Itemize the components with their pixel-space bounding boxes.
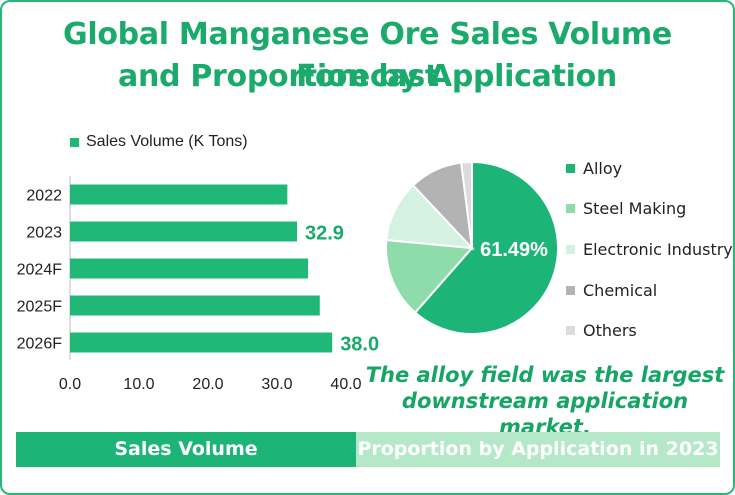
x-tick-label: 40.0 [330,376,361,393]
category-label-2022: 2022 [26,188,62,205]
bar-2023 [70,221,298,242]
pie-legend-item-steel-making: Steel Making [566,189,733,230]
pie-chart: 61.49% [385,160,559,335]
x-tick-label: 30.0 [261,376,292,393]
pie-slice-alloy [413,160,559,335]
bar-2026F [70,332,333,353]
band-proportion: Proportion by Application in 2023 [356,432,720,467]
pie-data-label: 61.49% [480,239,548,261]
pie-legend-label: Chemical [583,280,658,300]
category-label-2024F: 2024F [17,262,63,279]
annotation-line1: The alloy field was the largest [365,363,725,387]
category-label-2023: 2023 [26,225,62,242]
category-label-2026F: 2026F [17,336,63,353]
pie-slice-steel-making [385,238,475,314]
data-label-2023: 32.9 [305,223,344,245]
x-tick-label: 10.0 [123,376,154,393]
pie-legend-item-others: Others [566,310,733,351]
bar-2024F [70,258,309,279]
bar-2022 [70,184,288,205]
pie-legend-item-electronic-industry: Electronic Industry [566,229,733,270]
bar-chart: 2022 2023 32.9 2024F 2025F 2026F 38.0 0.0 10.0 20… [17,176,379,393]
pie-slice-electronic-industry [385,183,475,250]
pie-legend-swatch [566,285,575,295]
data-label-2026F: 38.0 [340,334,379,356]
pie-legend-label: Alloy [583,158,623,178]
bar-legend-swatch [70,137,79,147]
pie-legend-item-chemical: Chemical [566,270,733,311]
chart-title-line1: Global Manganese Ore Sales Volume Foreca… [63,17,672,94]
chart-title-line2: and Proportion by Application [118,59,617,94]
pie-legend-swatch [566,163,575,173]
band-sales-volume: Sales Volume [16,432,356,467]
pie-legend-label: Steel Making [583,199,687,219]
annotation-note: The alloy field was the largest downstre… [360,362,730,440]
pie-legend-swatch [566,244,575,254]
bar-legend-label: Sales Volume (K Tons) [86,133,248,150]
pie-legend-swatch [566,204,575,214]
pie-legend-item-alloy: Alloy [566,148,733,189]
bar-2025F [70,295,320,316]
pie-legend-label: Electronic Industry [583,239,733,259]
bar-legend: Sales Volume (K Tons) [70,133,248,151]
category-label-2025F: 2025F [17,299,63,316]
x-tick-label: 20.0 [192,376,223,393]
x-tick-label: 0.0 [59,376,81,393]
pie-legend-swatch [566,326,575,336]
pie-legend-label: Others [583,321,637,341]
pie-slice-others [460,160,473,249]
pie-legend: Alloy Steel Making Electronic Industry Chem… [566,148,733,351]
